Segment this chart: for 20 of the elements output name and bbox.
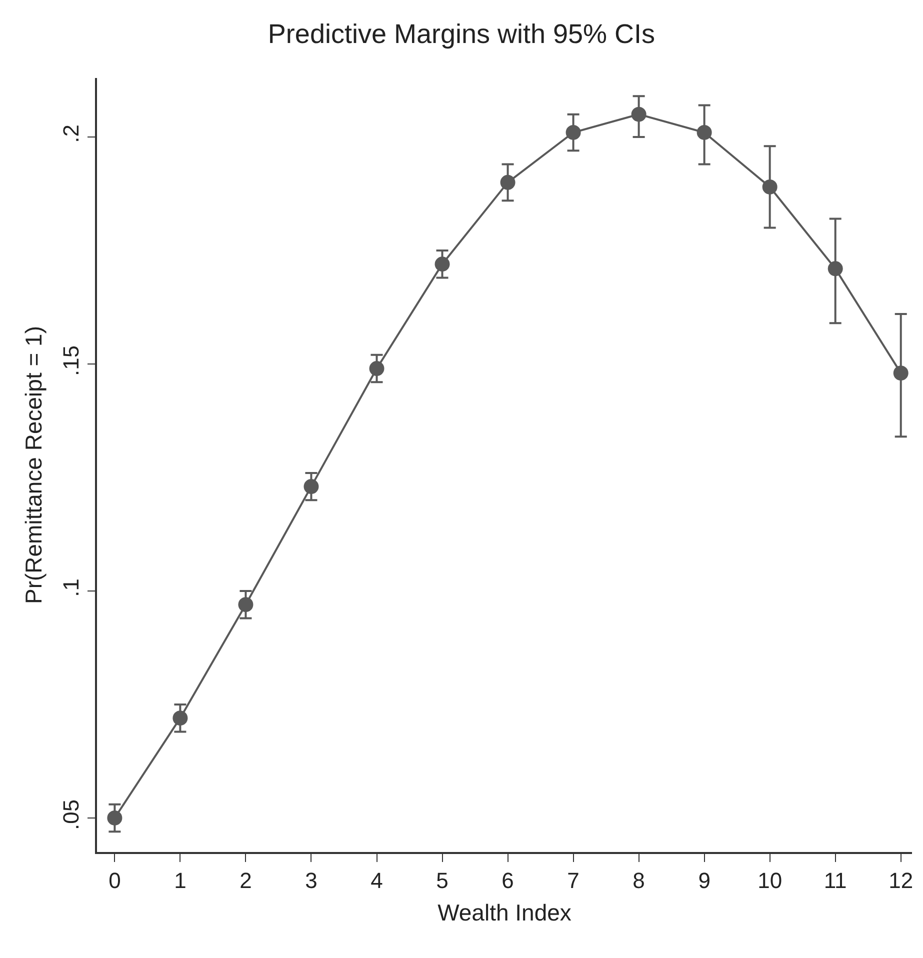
x-tick-label: 10 <box>758 868 782 894</box>
y-tick-label: .15 <box>58 345 84 376</box>
x-tick-label: 6 <box>502 868 514 894</box>
y-tick-label: .2 <box>58 124 84 143</box>
x-tick-label: 12 <box>888 868 914 894</box>
x-tick-label: 7 <box>567 868 580 894</box>
y-tick-label: .05 <box>58 799 84 830</box>
x-tick-label: 1 <box>174 868 186 894</box>
x-tick-label: 5 <box>436 868 448 894</box>
chart-title: Predictive Margins with 95% CIs <box>268 18 656 49</box>
x-tick-label: 9 <box>698 868 710 894</box>
x-tick-label: 8 <box>632 868 645 894</box>
x-tick-label: 0 <box>108 868 121 894</box>
y-tick-label: .1 <box>58 578 84 597</box>
x-tick-label: 2 <box>240 868 252 894</box>
x-tick-label: 11 <box>824 868 847 894</box>
x-axis-title: Wealth Index <box>438 899 572 926</box>
x-tick-label: 3 <box>305 868 318 894</box>
y-axis-title: Pr(Remittance Receipt = 1) <box>20 326 46 604</box>
x-tick-label: 4 <box>370 868 383 894</box>
